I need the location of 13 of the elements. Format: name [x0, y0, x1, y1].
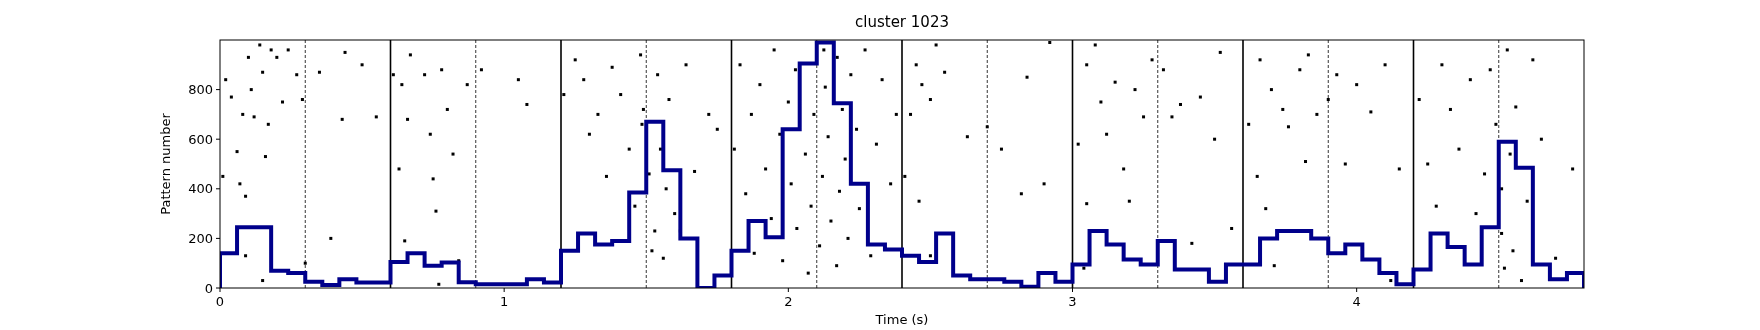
- x-tick-label: 1: [500, 294, 509, 309]
- chart-title: cluster 1023: [855, 13, 949, 31]
- y-tick-label: 800: [188, 82, 213, 98]
- x-tick-label: 2: [784, 294, 793, 309]
- y-tick-label: 200: [188, 230, 213, 246]
- y-tick-label: 600: [188, 131, 213, 147]
- y-axis-title: Pattern number: [158, 112, 173, 215]
- y-tick-label: 400: [188, 181, 213, 197]
- y-tick-label: 0: [204, 280, 213, 296]
- x-tick-label: 0: [215, 294, 225, 309]
- x-axis-title: Time (s): [874, 312, 929, 327]
- x-tick-label: 4: [1352, 294, 1361, 309]
- x-tick-label: 3: [1068, 294, 1077, 309]
